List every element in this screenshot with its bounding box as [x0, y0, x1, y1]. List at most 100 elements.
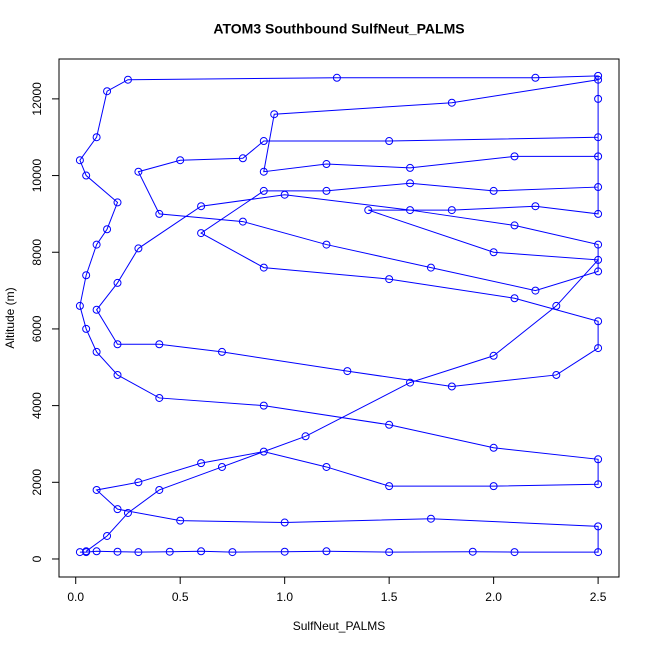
point: [113, 340, 122, 349]
point: [489, 482, 498, 491]
point: [594, 522, 603, 531]
point: [426, 514, 435, 523]
point: [82, 271, 91, 280]
point: [113, 198, 122, 207]
point: [238, 154, 247, 163]
y-tick-label: 0: [30, 555, 44, 562]
point: [113, 547, 122, 556]
point: [176, 156, 185, 165]
point: [594, 548, 603, 557]
point: [123, 75, 132, 84]
x-tick-label: 2.0: [485, 590, 502, 604]
point: [270, 110, 279, 119]
point: [113, 278, 122, 287]
point: [594, 133, 603, 142]
y-tick-label: 4000: [30, 392, 44, 419]
point: [155, 209, 164, 218]
point: [343, 367, 352, 376]
point: [92, 547, 101, 556]
point: [134, 167, 143, 176]
point: [332, 73, 341, 82]
point: [531, 286, 540, 295]
point: [280, 190, 289, 199]
point: [594, 240, 603, 249]
point: [322, 462, 331, 471]
point: [594, 267, 603, 276]
point: [510, 294, 519, 303]
point: [155, 340, 164, 349]
point: [322, 240, 331, 249]
point: [197, 459, 206, 468]
point: [447, 206, 456, 215]
point: [165, 547, 174, 556]
point: [280, 518, 289, 527]
x-tick-label: 0.0: [67, 590, 84, 604]
point: [406, 179, 415, 188]
point: [259, 401, 268, 410]
point: [510, 152, 519, 161]
point: [103, 531, 112, 540]
y-tick-label: 8000: [30, 239, 44, 266]
point: [322, 547, 331, 556]
point: [552, 301, 561, 310]
point: [82, 547, 91, 556]
point: [594, 317, 603, 326]
point: [426, 263, 435, 272]
point: [447, 382, 456, 391]
point: [75, 548, 84, 557]
point: [489, 186, 498, 195]
point: [594, 344, 603, 353]
y-tick-label: 12000: [30, 82, 44, 116]
point: [113, 505, 122, 514]
point: [103, 225, 112, 234]
y-tick-label: 10000: [30, 159, 44, 193]
point: [82, 171, 91, 180]
series-line: [79, 75, 600, 553]
point: [176, 516, 185, 525]
point: [280, 547, 289, 556]
x-tick-label: 1.0: [276, 590, 293, 604]
point: [259, 263, 268, 272]
point: [92, 485, 101, 494]
point: [364, 206, 373, 215]
point: [259, 186, 268, 195]
point: [134, 478, 143, 487]
x-tick-label: 0.5: [172, 590, 189, 604]
point: [259, 447, 268, 456]
point: [594, 455, 603, 464]
point: [489, 443, 498, 452]
point: [385, 420, 394, 429]
y-tick-label: 2000: [30, 469, 44, 496]
point: [217, 347, 226, 356]
point: [217, 462, 226, 471]
point: [385, 548, 394, 557]
point: [406, 163, 415, 172]
point: [259, 137, 268, 146]
x-axis-label: SulfNeut_PALMS: [293, 619, 386, 633]
point: [531, 202, 540, 211]
point: [103, 87, 112, 96]
point: [197, 202, 206, 211]
point: [301, 432, 310, 441]
x-tick-label: 2.5: [590, 590, 607, 604]
point: [406, 206, 415, 215]
point: [489, 248, 498, 257]
point: [259, 167, 268, 176]
point: [82, 324, 91, 333]
point: [385, 275, 394, 284]
point: [113, 370, 122, 379]
point: [594, 75, 603, 84]
y-axis-label: Altitude (m): [3, 287, 17, 348]
point: [406, 378, 415, 387]
point: [468, 547, 477, 556]
point: [385, 137, 394, 146]
point: [92, 240, 101, 249]
point: [322, 160, 331, 169]
point: [123, 508, 132, 517]
point: [134, 548, 143, 557]
plot-frame: [58, 58, 620, 578]
point: [510, 548, 519, 557]
point: [228, 548, 237, 557]
point: [552, 370, 561, 379]
